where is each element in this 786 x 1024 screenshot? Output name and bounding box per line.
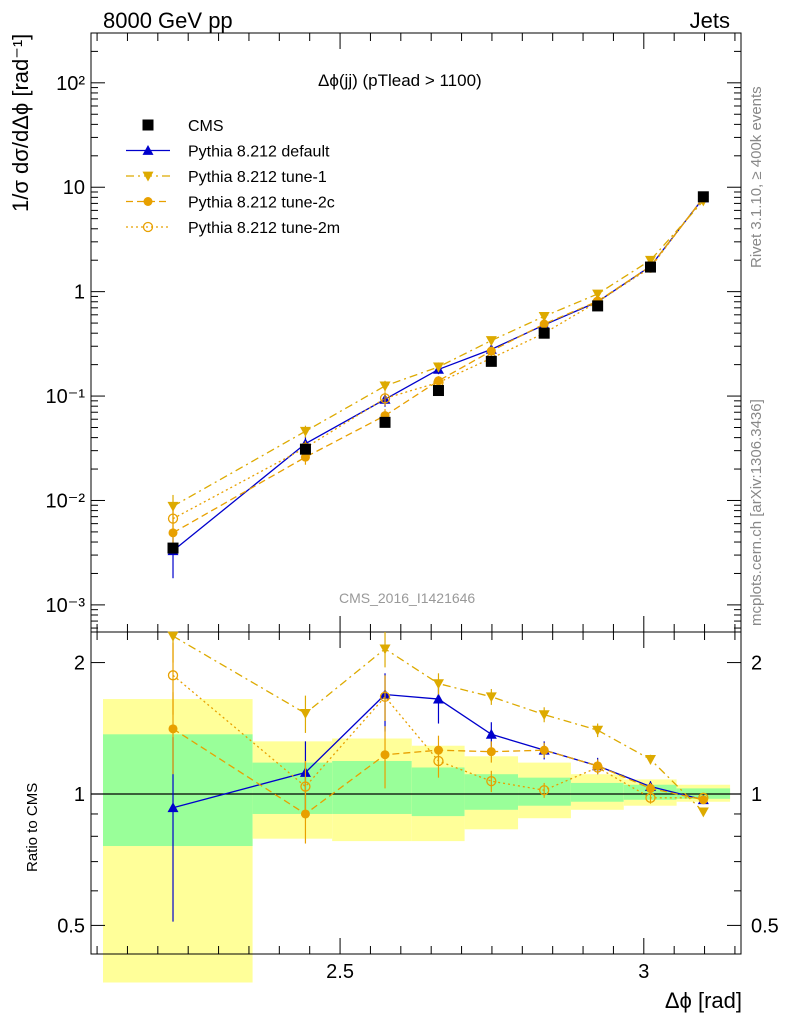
ratio-point [698, 792, 709, 803]
ratio-series-line [172, 674, 704, 799]
main-ylabel: 1/σ dσ/dΔϕ [rad⁻¹] [8, 33, 33, 212]
main-ytick-label: 10² [56, 73, 85, 95]
main-ytick-label: 1 [74, 282, 85, 304]
ratio-point [379, 644, 391, 655]
main-point [167, 513, 179, 524]
ratio-point [697, 807, 709, 818]
main-point [485, 336, 497, 347]
ratio-point [592, 762, 603, 773]
plot-title: Δϕ(jj) (pTlead > 1100) [318, 71, 482, 90]
xtick-label: 2.5 [326, 961, 354, 983]
legend-label: Pythia 8.212 default [188, 144, 330, 161]
main-point [538, 311, 550, 322]
analysis-label: CMS_2016_I1421646 [339, 590, 476, 606]
ratio-point [486, 776, 497, 787]
ratio-point [538, 710, 550, 721]
legend-marker [142, 171, 154, 182]
ratio-point [432, 679, 444, 690]
main-point [379, 393, 391, 404]
main-series-line [172, 200, 704, 507]
ratio-ytick-label-right: 0.5 [751, 915, 779, 937]
ratio-point [168, 724, 178, 734]
xtick-label: 3 [638, 961, 649, 983]
band-green [252, 762, 333, 814]
legend-label: Pythia 8.212 tune-2m [188, 220, 340, 237]
ratio-point [645, 783, 655, 793]
ratio-point [485, 728, 497, 739]
ratio-ytick-label: 0.5 [57, 915, 85, 937]
ratio-point [167, 631, 179, 642]
main-point [379, 381, 391, 392]
legend-label: Pythia 8.212 tune-2c [188, 195, 335, 212]
main-point [539, 319, 549, 329]
ratio-frame [90, 631, 742, 955]
ratio-ytick-label-right: 2 [751, 653, 762, 675]
legend-label: Pythia 8.212 tune-1 [188, 169, 327, 186]
legend-marker [142, 145, 154, 155]
ratio-point [380, 750, 390, 760]
mcplots-label: mcplots.cern.ch [arXiv:1306.3436] [748, 399, 765, 626]
ratio-ytick-label: 2 [74, 653, 85, 675]
band-green [103, 734, 253, 847]
cms-data-point [485, 355, 497, 367]
cms-data-point [379, 416, 391, 428]
main-ytick-label: 10⁻¹ [46, 386, 86, 408]
rivet-label: Rivet 3.1.10, ≥ 400k events [748, 86, 765, 268]
ratio-point [167, 670, 179, 681]
main-ytick-label: 10⁻² [46, 490, 86, 512]
ratio-point [167, 802, 179, 813]
ratio-point [379, 691, 391, 702]
ratio-point [645, 792, 656, 803]
x-axis-label: Δϕ [rad] [664, 988, 742, 1013]
cms-data-point [592, 300, 604, 312]
ratio-point [644, 755, 656, 765]
main-point [644, 255, 656, 266]
main-ytick-label: 10 [63, 177, 85, 199]
legend-marker [142, 119, 154, 131]
main-ytick-label: 10⁻³ [46, 595, 86, 617]
band-green [570, 782, 624, 802]
legend: CMS Pythia 8.212 default Pythia 8.212 tune… [126, 118, 340, 237]
ratio-point [486, 747, 496, 757]
cms-data-point [697, 191, 709, 203]
ratio-point [592, 725, 604, 736]
main-point [300, 452, 310, 462]
main-series-line [172, 196, 704, 520]
cms-data-point [299, 443, 311, 455]
main-point [299, 426, 311, 437]
main-point [486, 346, 496, 356]
main-panel-series [167, 191, 709, 579]
ratio-point [539, 745, 549, 755]
axes: 10⁻³ 10⁻² 10⁻¹ 1 10 10² 0.5 0.5 1 1 2 2 2.5 3 [46, 32, 779, 983]
ratio-ytick-label-right: 1 [751, 784, 762, 806]
ratio-point [485, 692, 497, 703]
legend-label: CMS [188, 118, 224, 135]
ratio-point [432, 693, 444, 704]
ratio-point [539, 785, 550, 796]
cms-data-point [432, 385, 444, 397]
ratio-ytick-label: 1 [74, 784, 85, 806]
legend-marker [143, 197, 153, 206]
ratio-ylabel: Ratio to CMS [24, 782, 41, 872]
main-series-line [172, 197, 704, 552]
cms-data-point [644, 261, 656, 273]
ratio-panel-series [167, 631, 709, 922]
ratio-point [433, 755, 444, 767]
ratio-point [299, 708, 311, 719]
band-green [332, 761, 412, 814]
ratio-uncertainty-bands [91, 699, 741, 983]
main-point [592, 289, 604, 300]
cms-data-point [167, 542, 179, 554]
main-point [432, 362, 444, 373]
legend-marker [142, 221, 154, 233]
ratio-point [300, 781, 311, 792]
cms-data-point [538, 327, 550, 339]
energy-label: 8000 GeV pp [103, 8, 233, 33]
category-label: Jets [689, 8, 730, 33]
